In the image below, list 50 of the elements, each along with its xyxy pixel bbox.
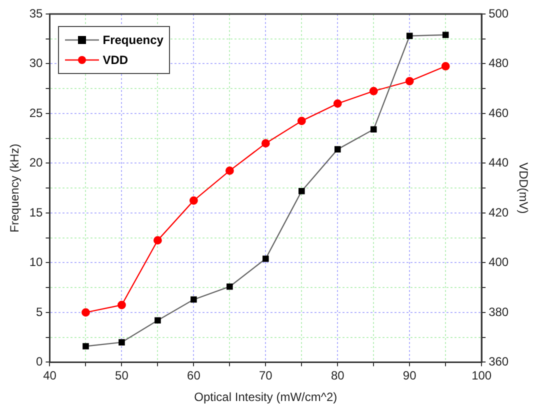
x-tick-label: 70 [258,368,273,383]
point [406,32,413,40]
point [118,339,125,346]
point [261,139,270,148]
y-tick-label: 10 [29,255,44,270]
y2-tick-label: 420 [488,205,509,220]
point [333,99,342,108]
point [154,236,162,245]
point [82,308,90,317]
point [369,86,378,96]
y-tick-label: 5 [36,304,44,319]
point [262,256,269,262]
point [190,296,197,303]
point [225,166,234,175]
x-tick-label: 40 [43,368,57,383]
point [441,62,450,70]
x-tick-label: 80 [330,368,345,383]
point [405,76,414,86]
x-tick-label: 90 [402,368,417,383]
y2-tick-label: 480 [488,56,509,70]
y-tick-label: 20 [29,156,44,170]
x-tick-label: 100 [472,368,492,383]
y2-tick-label: 440 [488,156,509,170]
y-tick-label: 0 [36,354,44,369]
point [226,283,233,290]
x-axis-title: Optical Intesity (mW/cm^2) [194,390,338,404]
x-tick-label: 60 [187,368,201,383]
point [154,317,161,324]
x-tick-label: 50 [115,368,129,383]
point [82,343,89,350]
y2-tick-label: 460 [488,106,509,120]
y-tick-label: 30 [29,56,44,70]
legend-label: Frequency [102,33,164,47]
y-tick-label: 15 [29,205,44,220]
point [189,196,198,205]
y2-tick-label: 380 [488,304,509,319]
y-axis-title: Frequency (kHz) [8,144,22,232]
y2-tick-label: 500 [488,6,509,20]
point [370,126,377,133]
point [442,32,449,38]
point [297,116,306,126]
point [298,188,305,194]
y-tick-label: 25 [29,106,44,120]
point [334,146,341,152]
y2-tick-label: 360 [488,354,509,369]
legend-label: VDD [102,53,128,67]
y2-axis-title: VDD(mV) [516,162,530,214]
y2-tick-label: 400 [488,255,509,270]
point [118,300,126,310]
y-tick-label: 35 [29,6,44,20]
